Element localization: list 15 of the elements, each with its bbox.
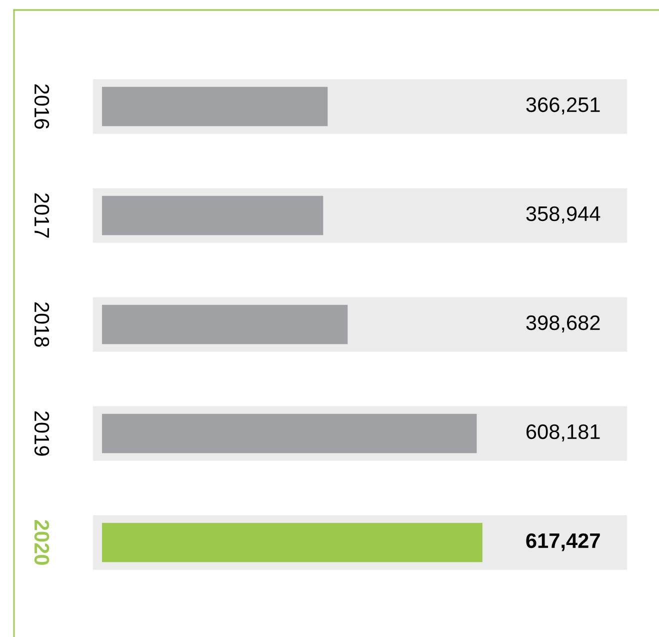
data-label: 366,251 [526,97,600,115]
bar [102,522,482,562]
data-label: 358,944 [526,206,600,224]
bar [102,196,324,236]
y-tick-label: 2016 [34,84,50,129]
data-label: 398,682 [526,315,600,333]
y-tick-label: 2018 [34,302,50,347]
bar [102,304,348,344]
y-tick-label: 2017 [34,193,50,238]
y-tick-label: 2020 [34,520,50,565]
bar [102,414,477,454]
data-label: 617,427 [526,533,600,552]
data-label: 608,181 [526,424,600,442]
y-tick-label: 2019 [34,411,50,456]
bar [102,86,328,126]
